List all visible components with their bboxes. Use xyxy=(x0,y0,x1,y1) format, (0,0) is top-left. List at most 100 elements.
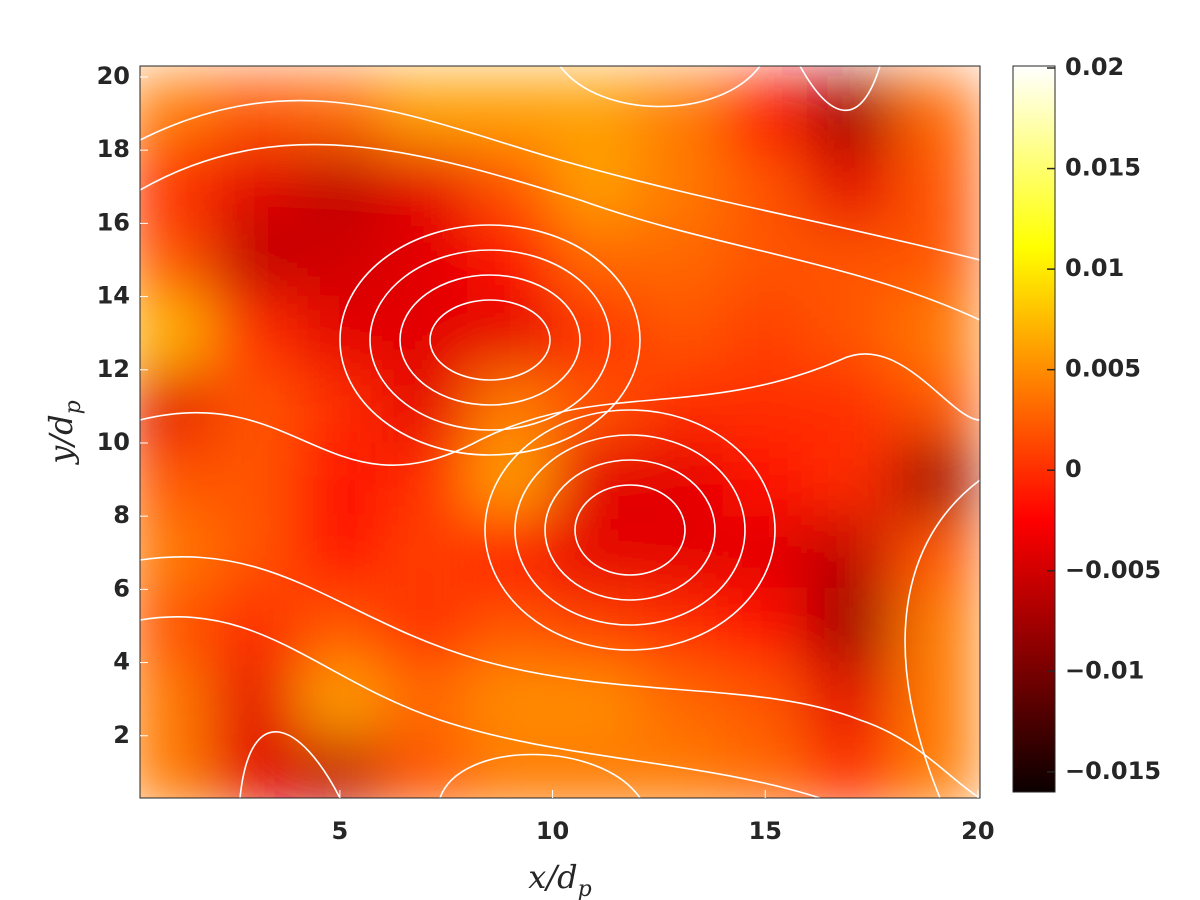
heatmap-cell xyxy=(807,515,894,590)
contour xyxy=(140,616,821,798)
y-tick-label: 6 xyxy=(113,574,130,602)
heatmap-cell xyxy=(892,662,979,737)
heatmap-cell xyxy=(807,222,894,298)
heatmap-cell xyxy=(637,222,724,298)
contour xyxy=(559,66,761,108)
heatmap-cell xyxy=(296,662,383,737)
colorbar-tick-label: 0.01 xyxy=(1065,254,1124,282)
colorbar-tick-label: −0.015 xyxy=(1065,757,1161,785)
heatmap-cell xyxy=(552,222,639,298)
heatmap-cell xyxy=(381,369,468,444)
heatmap-cell xyxy=(296,222,383,298)
heatmap-cell xyxy=(211,76,298,151)
contour xyxy=(514,434,746,626)
heatmap-cell xyxy=(637,149,724,224)
heatmap-cell xyxy=(466,149,554,224)
contours xyxy=(140,66,980,798)
heatmap-cell xyxy=(722,735,809,798)
heatmap-cell xyxy=(381,76,468,151)
colorbar-tick-label: −0.01 xyxy=(1065,656,1144,684)
x-tick-label: 15 xyxy=(749,817,782,845)
heatmap-cell xyxy=(552,296,639,371)
heatmap-cell xyxy=(140,662,213,737)
contour xyxy=(574,484,686,576)
y-tick-label: 16 xyxy=(97,208,130,236)
heatmap-cell xyxy=(637,76,724,151)
heatmap-cell xyxy=(552,735,639,798)
heatmap-cell xyxy=(722,222,809,298)
x-tick-label: 5 xyxy=(332,817,349,845)
contour xyxy=(140,353,980,466)
x-tick-label: 10 xyxy=(536,817,569,845)
heatmap-cell xyxy=(296,442,383,517)
y-tick-label: 18 xyxy=(97,135,130,163)
heatmap-cell xyxy=(552,76,639,151)
x-label-sub: p xyxy=(578,877,592,900)
heatmap-cell xyxy=(722,442,809,517)
heatmap-cell xyxy=(466,588,554,664)
heatmap-cell xyxy=(552,588,639,664)
y-tick-label: 14 xyxy=(97,282,130,310)
heatmap-cell xyxy=(296,588,383,664)
heatmap-cell xyxy=(296,369,383,444)
heatmap-cell xyxy=(722,149,809,224)
y-axis-label: y/dp xyxy=(42,400,86,465)
heatmap-cell xyxy=(722,76,809,151)
x-axis-label: x/dp xyxy=(528,858,591,900)
y-tick-label: 20 xyxy=(97,62,130,90)
colorbar-tick-label: 0.02 xyxy=(1065,53,1124,81)
heatmap-cell xyxy=(211,662,298,737)
heatmap-cell xyxy=(637,662,724,737)
heatmap-cell xyxy=(466,76,554,151)
heatmap-cell xyxy=(807,76,894,151)
heatmap-cell xyxy=(892,296,979,371)
heatmap-cell xyxy=(637,515,724,590)
contour xyxy=(544,459,716,601)
heatmap-cell xyxy=(637,296,724,371)
heatmap-cell xyxy=(381,515,468,590)
y-label-sub: p xyxy=(61,400,86,414)
heatmap-cell xyxy=(140,76,213,151)
heatmap-cell xyxy=(381,588,468,664)
heatmap-cell xyxy=(296,515,383,590)
heatmap-cell xyxy=(140,442,213,517)
contour xyxy=(140,99,980,261)
heatmap-cell xyxy=(466,735,554,798)
heatmap-cell xyxy=(466,515,554,590)
heatmap-cell xyxy=(722,515,809,590)
y-tick-label: 8 xyxy=(113,501,130,529)
contour xyxy=(140,556,980,798)
heatmap-cell xyxy=(722,369,809,444)
heatmap-cell xyxy=(807,296,894,371)
heatmap-cell xyxy=(807,735,894,798)
heatmap-cell xyxy=(552,442,639,517)
heatmap-cell xyxy=(892,149,979,224)
x-tick-label: 20 xyxy=(961,817,994,845)
heatmap-cell xyxy=(296,735,383,798)
heatmap-cell xyxy=(211,588,298,664)
heatmap-cell xyxy=(140,735,213,798)
heatmap-cell xyxy=(466,662,554,737)
y-tick-label: 10 xyxy=(97,428,130,456)
heatmap-cell xyxy=(892,76,979,151)
heatmap-cell xyxy=(140,296,213,371)
heatmap-cell xyxy=(807,662,894,737)
heatmap-cell xyxy=(140,369,213,444)
contour xyxy=(239,731,341,798)
y-label-main: y/d xyxy=(42,414,80,465)
heatmap-cell xyxy=(211,222,298,298)
colorbar xyxy=(1012,65,1056,793)
heatmap-cell xyxy=(637,369,724,444)
heatmap-cell xyxy=(807,149,894,224)
heatmap-cell xyxy=(552,662,639,737)
heatmap-cell xyxy=(211,149,298,224)
y-tick-label: 2 xyxy=(113,721,130,749)
contour xyxy=(140,143,980,321)
heatmap-cell xyxy=(140,588,213,664)
heatmap-cell xyxy=(722,588,809,664)
contour xyxy=(429,299,551,381)
contour xyxy=(339,224,641,456)
heatmap-cell xyxy=(140,222,213,298)
heatmap-cell xyxy=(211,515,298,590)
